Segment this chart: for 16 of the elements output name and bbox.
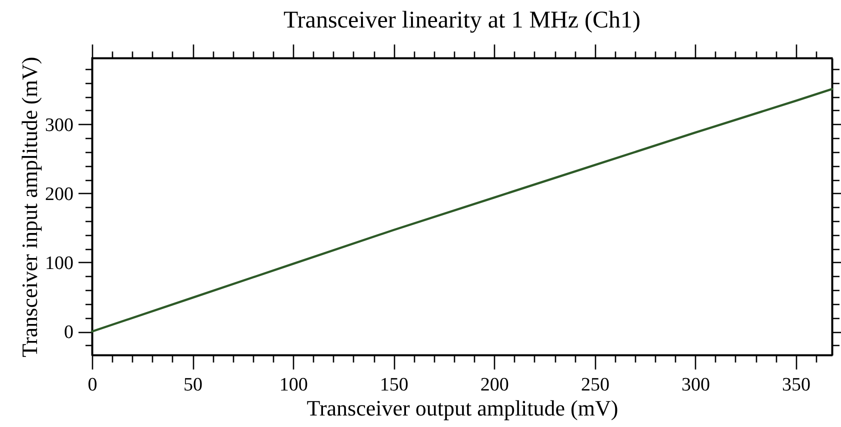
x-tick-label: 200 [480, 374, 509, 396]
y-axis-title: Transceiver input amplitude (mV) [17, 56, 42, 358]
line-series [90, 88, 834, 333]
y-tick-label: 0 [64, 322, 74, 344]
x-tick-label: 100 [279, 374, 308, 396]
x-tick-label: 250 [580, 374, 610, 396]
y-tick-label: 200 [45, 184, 74, 205]
y-tick-label: 100 [45, 252, 74, 274]
y-tick-label: 300 [45, 114, 74, 136]
x-tick-label: 150 [380, 374, 408, 396]
x-tick-label: 350 [782, 374, 811, 396]
x-tick-label: 300 [682, 374, 710, 396]
chart-title: Transceiver linearity at 1 MHz (Ch1) [283, 7, 641, 34]
x-tick-label: 0 [88, 374, 98, 396]
x-axis-title: Transceiver output amplitude (mV) [306, 396, 618, 420]
x-tick-label: 50 [184, 374, 203, 396]
